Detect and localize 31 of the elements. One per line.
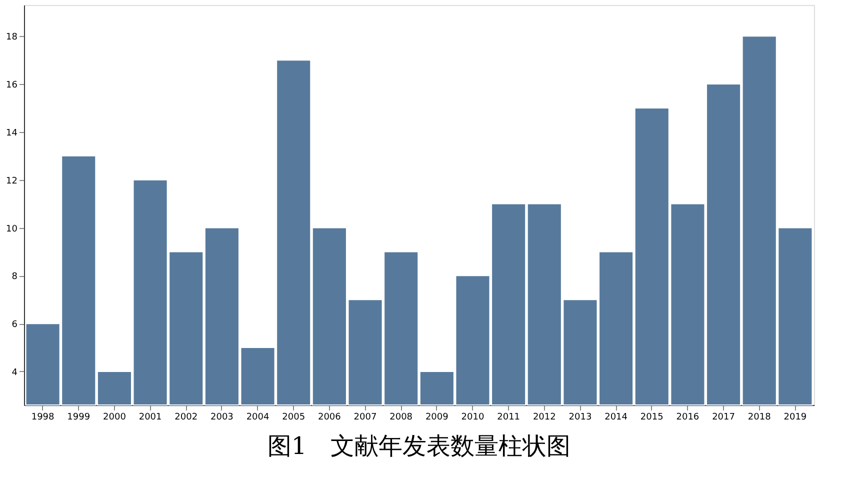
y-tick-label: 6: [12, 320, 18, 330]
y-tick-label: 14: [6, 128, 18, 138]
x-tick-label: 2008: [390, 412, 413, 422]
x-tick-label: 2006: [318, 412, 342, 422]
x-tick-label: 2017: [712, 412, 735, 422]
x-tick-label: 2016: [676, 412, 700, 422]
y-tick-label: 10: [6, 224, 18, 234]
x-tick-label: 1998: [31, 412, 55, 422]
x-tick-label: 2002: [174, 412, 198, 422]
x-tick-label: 2009: [425, 412, 449, 422]
x-tick-label: 2004: [246, 412, 270, 422]
x-tick-label: 1999: [67, 412, 90, 422]
x-tick-label: 2003: [210, 412, 234, 422]
x-tick-label: 2011: [497, 412, 520, 422]
x-tick-label: 2005: [282, 412, 306, 422]
y-tick-label: 18: [6, 32, 18, 43]
x-tick-label: 2013: [568, 412, 592, 422]
x-tick-label: 2007: [354, 412, 377, 422]
y-tick-label: 16: [6, 80, 18, 91]
x-tick-label: 2012: [532, 412, 556, 422]
x-tick-label: 2010: [461, 412, 484, 422]
x-tick-label: 2000: [103, 412, 126, 422]
y-tick-label: 8: [12, 272, 18, 282]
y-tick-label: 12: [6, 176, 18, 186]
x-tick-label: 2018: [748, 412, 772, 422]
x-tick-label: 2001: [138, 412, 162, 422]
y-tick-label: 4: [12, 368, 18, 378]
x-tick-label: 2014: [604, 412, 628, 422]
x-tick-label: 2019: [784, 412, 807, 422]
text: 图1 文献年发表数量柱状图: [267, 432, 571, 460]
x-tick-label: 2015: [640, 412, 664, 422]
